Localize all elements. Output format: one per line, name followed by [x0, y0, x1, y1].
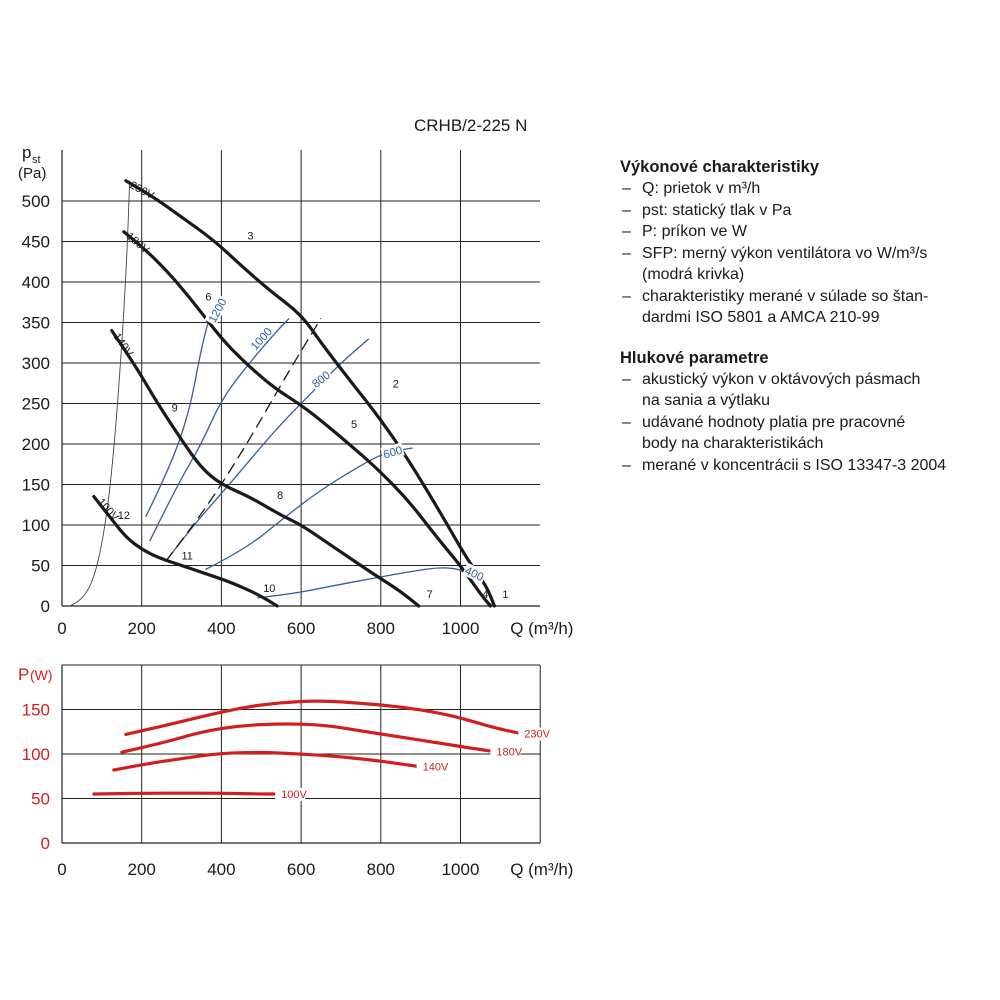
- power-curve-230V: [124, 699, 522, 736]
- list-item: Q: prietok v m³/h: [620, 178, 995, 200]
- performance-heading: Výkonové charakteristiky: [620, 158, 820, 176]
- operating-point-label: 12: [118, 510, 130, 522]
- list-item: udávané hodnoty platia pre pracovnébody …: [620, 412, 995, 455]
- x-tick-label: 600: [287, 860, 315, 879]
- x-tick-label: 1000: [442, 619, 480, 638]
- x-axis-label: Q (m³/h): [510, 860, 573, 879]
- y-axis-label: p: [22, 143, 31, 162]
- y-tick-label: 200: [22, 435, 50, 454]
- y-tick-label: 300: [22, 354, 50, 373]
- info-panel: Výkonové charakteristiky Q: prietok v m³…: [620, 156, 995, 494]
- chart-title: CRHB/2-225 N: [414, 116, 528, 135]
- power-curve-label: 230V: [524, 729, 550, 741]
- y-tick-label: 250: [22, 395, 50, 414]
- operating-point-label: 10: [263, 583, 275, 595]
- voltage-label: 140V: [111, 331, 136, 359]
- fan-curve-100V: [92, 495, 279, 608]
- y-tick-label: 50: [31, 790, 50, 809]
- list-item: charakteristiky merané v súlade so štan-…: [620, 286, 995, 329]
- system-curve-dashed: [165, 318, 322, 562]
- power-curve-140V: [112, 750, 421, 772]
- y-tick-label: 350: [22, 314, 50, 333]
- operating-point-label: 5: [351, 419, 357, 431]
- y-tick-label: 450: [22, 233, 50, 252]
- sfp-curve-800: [165, 338, 370, 562]
- noise-heading: Hlukové parametre: [620, 348, 769, 367]
- x-tick-label: 0: [57, 619, 66, 638]
- x-tick-label: 800: [367, 619, 395, 638]
- power-label-bg: [275, 788, 306, 802]
- operating-point-label: 4: [482, 589, 488, 601]
- list-item: SFP: merný výkon ventilátora vo W/m³/s(m…: [620, 243, 995, 286]
- operating-point-label: 3: [247, 230, 253, 242]
- power-curve-label: 180V: [496, 746, 522, 758]
- operating-point-label: 2: [393, 378, 399, 390]
- y-tick-label: 50: [31, 557, 50, 576]
- x-axis-label: Q (m³/h): [510, 619, 573, 638]
- y-tick-label: 500: [22, 192, 50, 211]
- sfp-curve-1000: [149, 317, 290, 542]
- operating-point-label: 11: [181, 551, 192, 563]
- x-tick-label: 800: [367, 860, 395, 879]
- power-label-bg: [490, 745, 521, 759]
- y-tick-label: 150: [22, 701, 50, 720]
- fan-curve-230V: [124, 179, 496, 608]
- operating-point-label: 6: [205, 291, 211, 303]
- performance-list: Q: prietok v m³/h pst: statický tlak v P…: [620, 178, 995, 329]
- operating-point-label: 7: [427, 589, 433, 601]
- power-label-bg: [518, 727, 549, 741]
- y-tick-label: 100: [22, 745, 50, 764]
- list-item: merané v koncentrácii s ISO 13347-3 2004: [620, 455, 995, 477]
- sfp-label-bg: [204, 294, 230, 326]
- operating-point-label: 8: [277, 490, 283, 502]
- list-item: P: príkon ve W: [620, 221, 995, 243]
- y-axis-label: P: [18, 665, 29, 684]
- y-tick-label: 0: [41, 834, 50, 853]
- sfp-curve-600: [205, 447, 413, 571]
- sfp-label-bg: [462, 562, 488, 584]
- power-label-bg: [416, 760, 447, 774]
- x-tick-label: 1000: [442, 860, 480, 879]
- sfp-label-bg: [380, 442, 405, 461]
- y-axis-unit: (W): [30, 667, 53, 683]
- fan-curve-140V: [110, 329, 421, 608]
- y-tick-label: 0: [41, 597, 50, 616]
- sfp-label-bg: [308, 367, 334, 391]
- sfp-label-bg: [246, 323, 276, 354]
- x-tick-label: 400: [207, 860, 235, 879]
- power-curve-180V: [120, 722, 494, 754]
- x-tick-label: 0: [57, 860, 66, 879]
- y-tick-label: 150: [22, 476, 50, 495]
- fan-curve-180V: [122, 230, 492, 608]
- power-curve-label: 100V: [281, 789, 307, 801]
- x-tick-label: 200: [128, 619, 156, 638]
- sfp-label: 600: [382, 445, 404, 462]
- y-axis-label-sub: st: [32, 154, 41, 166]
- x-tick-label: 400: [207, 619, 235, 638]
- operating-point-label: 9: [172, 403, 178, 415]
- x-tick-label: 600: [287, 619, 315, 638]
- y-axis-unit: (Pa): [18, 165, 46, 182]
- list-item: pst: statický tlak v Pa: [620, 200, 995, 222]
- y-tick-label: 400: [22, 273, 50, 292]
- x-tick-label: 200: [128, 860, 156, 879]
- y-tick-label: 100: [22, 516, 50, 535]
- operating-point-label: 1: [502, 589, 508, 601]
- power-curve-label: 140V: [423, 761, 449, 773]
- start-curve: [69, 180, 131, 607]
- power-curve-100V: [92, 791, 279, 796]
